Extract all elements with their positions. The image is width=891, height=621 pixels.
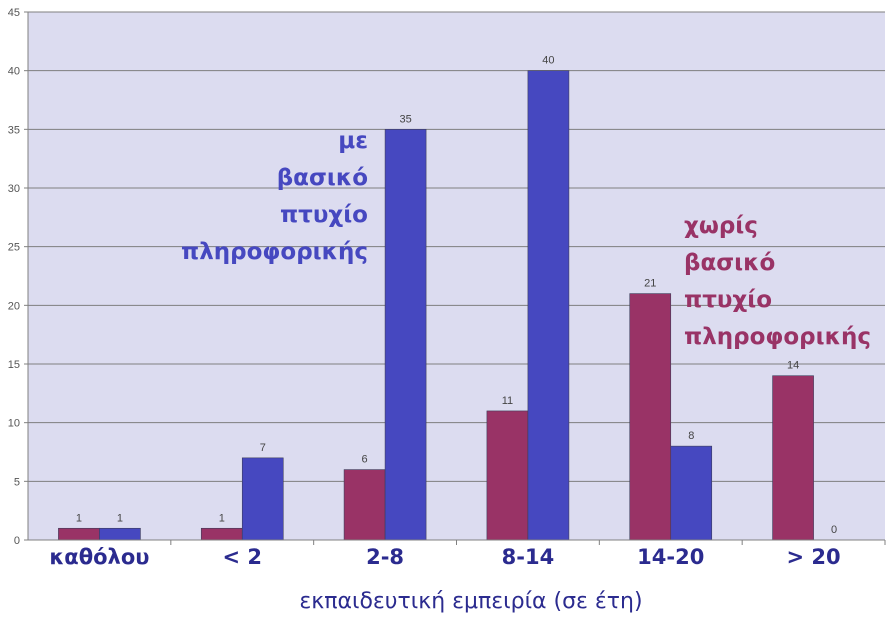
bar-series-2: [241, 457, 284, 541]
annotation-line: πτυχίο: [280, 202, 368, 228]
annotation-line: βασικό: [277, 165, 368, 191]
y-tick-label: 5: [14, 476, 20, 488]
category-labels: καθόλου < 2 2-8 8-14 14-20 > 20: [49, 540, 886, 569]
y-tick-label: 35: [8, 124, 20, 136]
value-label: 11: [502, 395, 513, 407]
category-label: > 20: [787, 545, 841, 569]
category-label: καθόλου: [49, 545, 149, 569]
value-label: 0: [831, 524, 837, 536]
y-tick-label: 25: [8, 242, 20, 254]
annotation-line: πτυχίο: [684, 287, 772, 313]
y-tick-label: 15: [8, 359, 20, 371]
y-tick-label: 0: [14, 535, 20, 547]
value-label: 1: [76, 512, 82, 524]
bar-series-2: [670, 445, 713, 541]
value-label: 21: [644, 278, 656, 290]
bar-series-1: [58, 527, 100, 541]
annotation-line: με: [338, 128, 368, 154]
value-label: 6: [362, 454, 368, 466]
value-label: 14: [787, 360, 799, 372]
y-tick-label: 45: [8, 7, 20, 19]
annotation-without-degree: χωρίς βασικό πτυχίο πληροφορικής: [684, 213, 871, 350]
bar-series-2: [384, 129, 427, 541]
value-label: 40: [542, 55, 554, 67]
annotation-line: πληροφορικής: [181, 239, 368, 265]
bar-series-2: [99, 527, 141, 541]
annotation-line: χωρίς: [684, 213, 758, 239]
gridlines: [28, 11, 885, 482]
annotation-with-degree: με βασικό πτυχίο πληροφορικής: [181, 128, 368, 265]
y-axis-ticks: 0 5 10 15 20 25 30 35 40 45: [8, 7, 28, 547]
value-label: 35: [399, 113, 411, 125]
category-label: 14-20: [637, 545, 704, 569]
value-label: 8: [688, 430, 694, 442]
y-tick-label: 40: [8, 66, 20, 78]
category-label: 2-8: [366, 545, 404, 569]
y-tick-label: 20: [8, 300, 20, 312]
value-label: 1: [219, 512, 225, 524]
category-label: < 2: [222, 545, 262, 569]
bar-series-2: [527, 70, 570, 541]
x-axis-title: εκπαιδευτική εμπειρία (σε έτη): [299, 589, 642, 614]
bar-series-1: [200, 527, 243, 541]
bar-series-1: [629, 293, 672, 541]
y-tick-label: 30: [8, 183, 20, 195]
bar-series-1: [772, 375, 814, 541]
annotation-line: πληροφορικής: [684, 324, 871, 350]
y-tick-label: 10: [8, 418, 20, 430]
value-label: 7: [260, 442, 266, 454]
category-label: 8-14: [502, 545, 555, 569]
bar-series-1: [343, 469, 386, 541]
plot-area: [28, 12, 885, 540]
bars: [58, 70, 814, 541]
annotation-line: βασικό: [684, 250, 775, 276]
value-label: 1: [117, 512, 123, 524]
bar-series-1: [486, 410, 529, 541]
